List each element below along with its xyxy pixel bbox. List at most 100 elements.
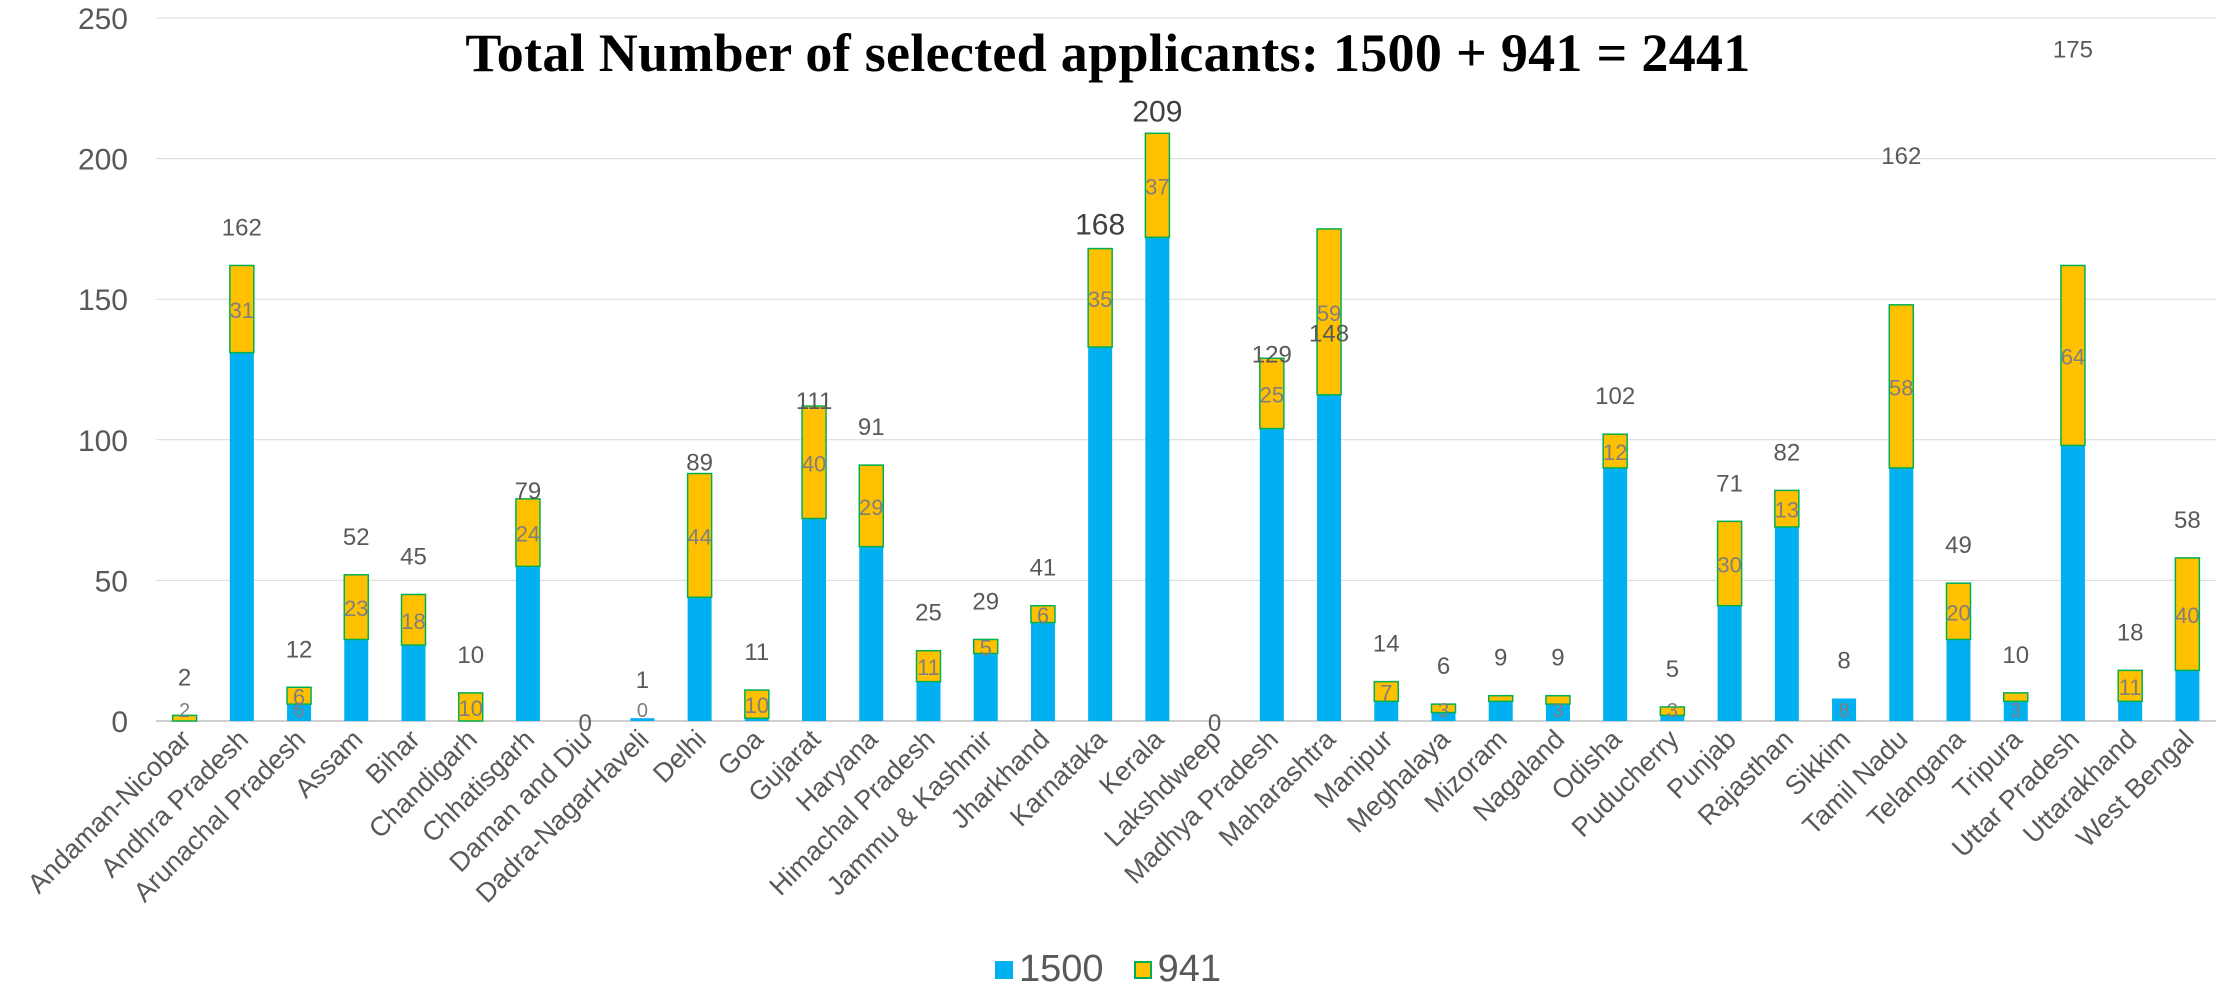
bar-941: [1545, 694, 1571, 705]
bar-941: [343, 574, 370, 641]
bar-1500: [229, 352, 254, 721]
bar-941: [1659, 706, 1686, 717]
bar-1500: [1946, 639, 1971, 721]
bar-941: [1030, 604, 1056, 624]
data-label-total: 14: [1373, 631, 1400, 658]
data-label-total: 0: [1208, 710, 1221, 737]
bar-1500: [687, 597, 712, 721]
data-label-total: 111: [796, 388, 832, 415]
bar-941: [457, 692, 484, 722]
bar-1500: [1431, 712, 1456, 721]
data-label-941: 44: [687, 524, 711, 549]
bar-1500: [2060, 445, 2085, 721]
bar-941: [801, 405, 827, 520]
y-tick-label: 50: [95, 565, 128, 598]
data-label-total: 58: [2174, 507, 2201, 534]
data-label-total: 102: [1595, 383, 1635, 410]
bar-1500: [1145, 237, 1170, 721]
data-label-941: 18: [401, 609, 425, 634]
data-label-1500: 2: [179, 700, 190, 722]
data-label-1500: 3: [2010, 700, 2021, 722]
data-label-total: 2: [178, 664, 191, 691]
data-label-941: 25: [1260, 382, 1284, 407]
y-tick-label: 150: [78, 284, 128, 317]
bar-1500: [2003, 701, 2028, 721]
bar-1500: [1545, 704, 1570, 721]
data-label-941: 64: [2061, 344, 2085, 369]
data-label-total: 9: [1551, 645, 1564, 672]
bar-941: [1259, 357, 1285, 430]
bar-941: [286, 686, 312, 705]
bar-1500: [1832, 698, 1857, 721]
data-label-941: 10: [458, 696, 482, 721]
bar-1500: [1889, 467, 1914, 721]
bar-1500: [2175, 670, 2200, 721]
bar-1500: [630, 718, 655, 721]
data-label-941: 20: [1946, 600, 1970, 625]
bar-941: [1774, 489, 1800, 528]
legend-swatch-941: [1133, 960, 1152, 979]
bar-941: [915, 649, 942, 683]
data-label-total: 18: [2117, 619, 2144, 646]
data-label-total: 209: [1132, 95, 1182, 128]
legend-swatch-1500: [995, 960, 1014, 979]
data-label-941: 31: [230, 298, 254, 323]
legend-item-941: 941: [1133, 948, 1221, 991]
data-label-1500: 3: [1667, 700, 1678, 722]
data-label-941: 12: [1603, 440, 1627, 465]
bar-1500: [1088, 347, 1113, 721]
data-label-total: 91: [858, 414, 885, 441]
y-tick-label: 250: [78, 3, 128, 36]
data-label-941: 59: [1317, 301, 1341, 326]
bar-1500: [1660, 715, 1685, 721]
bar-1500: [1317, 394, 1342, 721]
data-label-total: 79: [515, 478, 542, 505]
x-tick-label: Delhi: [647, 724, 712, 789]
bar-941: [858, 464, 885, 548]
data-label-total: 162: [222, 214, 262, 241]
data-label-total: 6: [1437, 653, 1450, 680]
data-label-total: 0: [578, 710, 591, 737]
bar-941: [515, 498, 541, 568]
bar-1500: [2118, 701, 2143, 721]
data-label-1500: 0: [637, 700, 648, 722]
bar-1500: [1488, 701, 1513, 721]
legend-label-941: 941: [1157, 948, 1221, 990]
data-label-941: 5: [980, 635, 992, 660]
data-label-total: 82: [1773, 439, 1800, 466]
data-label-total: 1: [636, 667, 649, 694]
bar-1500: [344, 639, 369, 721]
data-label-941: 11: [2119, 675, 2142, 700]
bar-1500: [859, 546, 884, 721]
chart-title: Total Number of selected applicants: 150…: [465, 23, 1751, 83]
data-label-941: 11: [917, 655, 940, 680]
bar-1500: [916, 681, 941, 721]
bar-1500: [1774, 526, 1799, 721]
data-label-1500: 3: [1552, 700, 1563, 722]
bar-1500: [401, 645, 426, 721]
data-label-total: 9: [1494, 645, 1507, 672]
data-label-1500: 6: [293, 700, 304, 722]
data-label-1500: 3: [1438, 700, 1449, 722]
data-label-941: 6: [293, 685, 305, 710]
data-label-total: 71: [1716, 470, 1743, 497]
bar-941: [1087, 247, 1113, 348]
data-label-total: 52: [343, 524, 370, 551]
y-tick-label: 0: [111, 706, 128, 739]
bar-941: [229, 264, 255, 354]
bar-941: [972, 638, 999, 655]
bar-941: [1888, 304, 1915, 469]
bar-1500: [1030, 622, 1055, 721]
bar-1500: [1717, 605, 1742, 721]
data-label-total: 49: [1945, 532, 1972, 559]
data-label-total: 129: [1252, 341, 1292, 368]
legend-item-1500: 1500: [995, 948, 1104, 991]
bar-941: [2117, 669, 2143, 703]
y-tick-label: 100: [78, 425, 128, 458]
data-label-941: 29: [859, 495, 883, 520]
bar-941: [1945, 582, 1972, 641]
data-label-941: 13: [1775, 498, 1799, 523]
data-label-total: 25: [915, 600, 942, 627]
bar-941: [686, 472, 713, 599]
data-label-total: 175: [2053, 36, 2093, 63]
